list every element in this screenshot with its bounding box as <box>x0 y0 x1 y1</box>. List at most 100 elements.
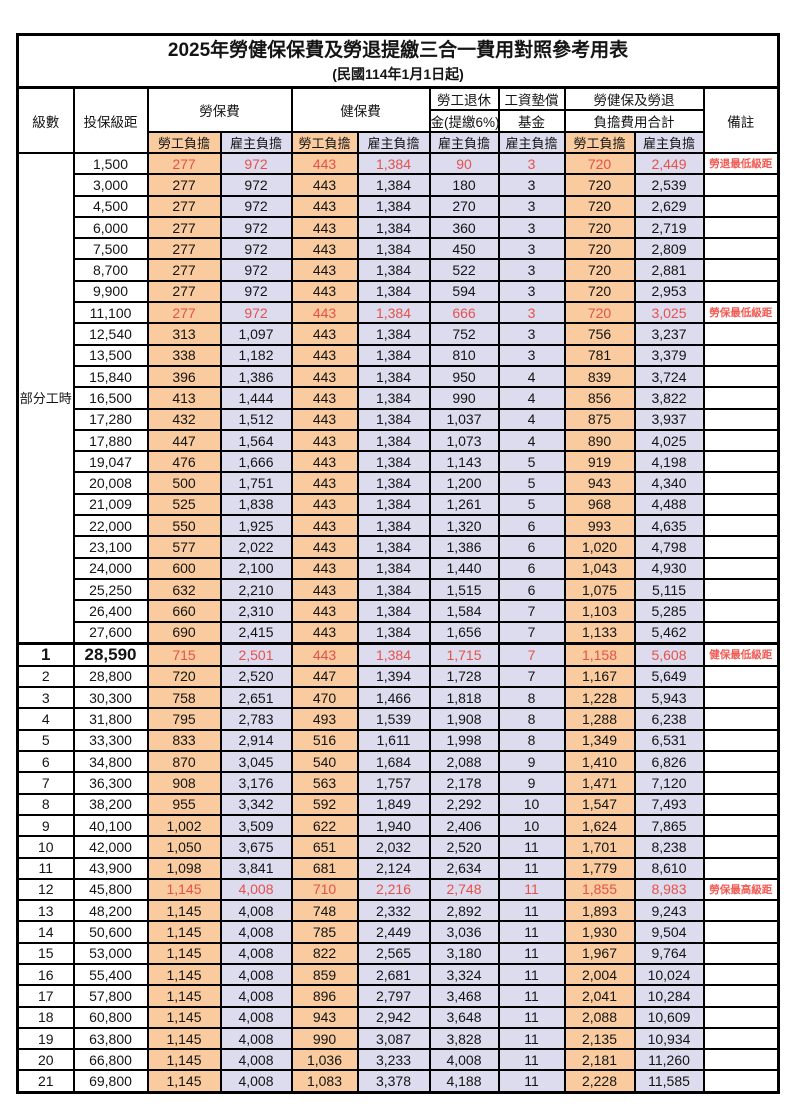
cell-level: 7 <box>16 771 75 795</box>
cell-remark <box>702 450 780 474</box>
cell-remark <box>702 856 780 880</box>
cell-fund-employer: 11 <box>497 1069 566 1094</box>
cell-health-employer: 1,384 <box>356 535 431 559</box>
cell-labor-employee: 338 <box>146 343 222 367</box>
cell-labor-employee: 690 <box>146 620 222 645</box>
cell-total-employer: 7,865 <box>633 813 705 838</box>
cell-total-employer: 3,724 <box>633 364 705 389</box>
cell-labor-employee: 313 <box>146 322 222 346</box>
cell-health-employee: 540 <box>290 750 359 774</box>
cell-pension-employer: 1,073 <box>428 428 500 453</box>
cell-fund-employer: 11 <box>497 1048 566 1072</box>
cell-labor-employee: 432 <box>146 407 222 431</box>
cell-health-employer: 2,124 <box>356 856 431 880</box>
cell-pension-employer: 2,088 <box>428 750 500 774</box>
cell-remark <box>702 686 780 710</box>
cell-total-employer: 10,284 <box>633 984 705 1008</box>
cell-health-employer: 1,384 <box>356 450 431 474</box>
cell-remark <box>702 813 780 838</box>
cell-remark <box>702 577 780 602</box>
cell-total-employee: 1,349 <box>563 728 636 753</box>
cell-total-employer: 4,340 <box>633 471 705 495</box>
cell-labor-employer: 1,444 <box>219 386 293 410</box>
cell-fund-employer: 11 <box>497 1005 566 1029</box>
cell-fund-employer: 3 <box>497 237 566 261</box>
cell-labor-employee: 1,145 <box>146 1048 222 1072</box>
cell-health-employee: 748 <box>290 899 359 923</box>
cell-total-employer: 6,238 <box>633 707 705 731</box>
table-row: 20,008 500 1,751 443 1,384 1,200 5 943 4,340 <box>18 471 780 495</box>
cell-health-employee: 943 <box>290 1005 359 1029</box>
cell-health-employer: 1,384 <box>356 322 431 346</box>
cell-salary: 12,540 <box>72 322 149 346</box>
cell-total-employee: 781 <box>563 343 636 367</box>
cell-health-employee: 443 <box>290 301 359 325</box>
table-row: 12 45,800 1,145 4,008 710 2,216 2,748 11 1,855 8,… <box>16 877 780 902</box>
table-row: 22,000 550 1,925 443 1,384 1,320 6 993 4,635 <box>18 514 780 538</box>
cell-salary: 24,000 <box>72 556 149 580</box>
cell-labor-employer: 2,520 <box>219 664 293 689</box>
cell-total-employee: 720 <box>563 301 636 325</box>
cell-remark: 健保最低級距 <box>702 641 780 667</box>
cell-health-employee: 443 <box>290 258 359 282</box>
cell-health-employee: 443 <box>290 514 359 538</box>
cell-health-employer: 1,466 <box>356 686 431 710</box>
table-row: 15 53,000 1,145 4,008 822 2,565 3,180 11 1,967 9,… <box>16 941 780 965</box>
cell-fund-employer: 4 <box>497 386 566 410</box>
cell-labor-employer: 2,100 <box>219 556 293 580</box>
cell-salary: 42,000 <box>72 835 149 859</box>
cell-pension-employer: 450 <box>428 237 500 261</box>
table-row: 7,500 277 972 443 1,384 450 3 720 2,809 <box>18 237 780 261</box>
cell-salary: 31,800 <box>72 707 149 731</box>
cell-remark <box>702 173 780 197</box>
cell-total-employee: 2,135 <box>563 1026 636 1051</box>
cell-health-employee: 443 <box>290 173 359 197</box>
cell-salary: 69,800 <box>72 1069 149 1094</box>
cell-labor-employee: 396 <box>146 364 222 389</box>
cell-labor-employer: 4,008 <box>219 1005 293 1029</box>
cell-health-employee: 443 <box>290 151 359 176</box>
cell-fund-employer: 7 <box>497 620 566 645</box>
cell-total-employer: 10,609 <box>633 1005 705 1029</box>
cell-labor-employee: 1,145 <box>146 1069 222 1094</box>
cell-labor-employee: 277 <box>146 301 222 325</box>
cell-remark <box>702 535 780 559</box>
cell-labor-employee: 1,145 <box>146 1005 222 1029</box>
cell-salary: 9,900 <box>72 279 149 304</box>
cell-total-employee: 875 <box>563 407 636 431</box>
cell-labor-employer: 972 <box>219 215 293 240</box>
cell-health-employer: 2,216 <box>356 877 431 902</box>
cell-health-employee: 443 <box>290 492 359 517</box>
cell-salary: 3,000 <box>72 173 149 197</box>
cell-pension-employer: 2,292 <box>428 792 500 816</box>
cell-total-employee: 1,288 <box>563 707 636 731</box>
cell-health-employer: 1,384 <box>356 151 431 176</box>
table-row: 9,900 277 972 443 1,384 594 3 720 2,953 <box>18 279 780 304</box>
cell-health-employer: 1,384 <box>356 215 431 240</box>
cell-health-employee: 710 <box>290 877 359 902</box>
cell-pension-employer: 1,200 <box>428 471 500 495</box>
cell-remark <box>702 728 780 753</box>
cell-labor-employer: 4,008 <box>219 941 293 965</box>
cell-level: 9 <box>16 813 75 838</box>
cell-level: 4 <box>16 707 75 731</box>
cell-health-employer: 2,032 <box>356 835 431 859</box>
cell-total-employer: 8,238 <box>633 835 705 859</box>
cell-total-employer: 7,120 <box>633 771 705 795</box>
cell-pension-employer: 2,748 <box>428 877 500 902</box>
cell-labor-employee: 277 <box>146 173 222 197</box>
cell-health-employee: 516 <box>290 728 359 753</box>
cell-labor-employer: 3,509 <box>219 813 293 838</box>
cell-fund-employer: 8 <box>497 686 566 710</box>
cell-health-employer: 1,611 <box>356 728 431 753</box>
cell-labor-employee: 632 <box>146 577 222 602</box>
cell-pension-employer: 1,037 <box>428 407 500 431</box>
cell-fund-employer: 10 <box>497 792 566 816</box>
cell-total-employer: 6,531 <box>633 728 705 753</box>
cell-health-employee: 443 <box>290 237 359 261</box>
cell-labor-employee: 715 <box>146 641 222 667</box>
col-header-wage-fund-line1: 工資墊償 <box>497 86 566 111</box>
cell-fund-employer: 7 <box>497 599 566 623</box>
cell-salary: 34,800 <box>72 750 149 774</box>
cell-labor-employee: 413 <box>146 386 222 410</box>
